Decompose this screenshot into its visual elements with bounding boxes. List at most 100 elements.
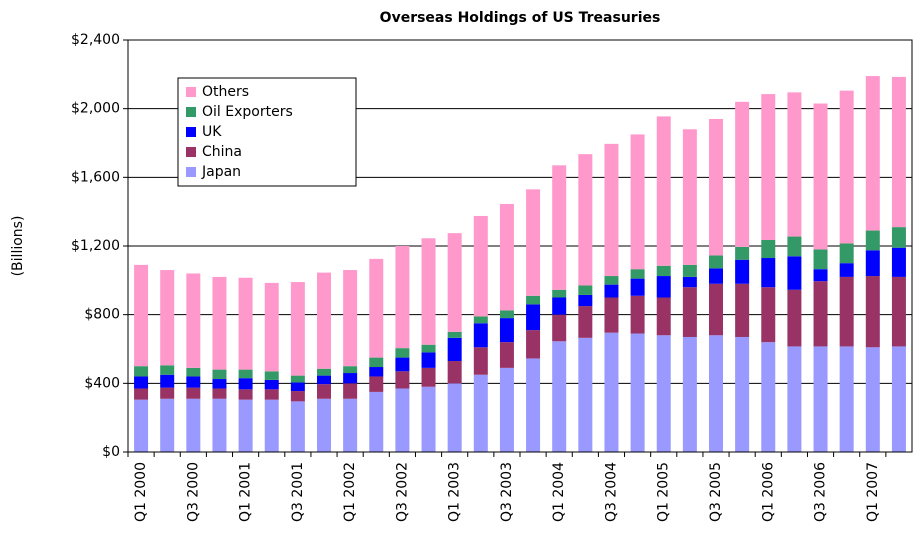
bar-segment xyxy=(813,269,828,282)
bar-segment xyxy=(473,316,488,324)
bar-segment xyxy=(212,388,227,399)
bar-segment xyxy=(761,287,776,343)
bar-segment xyxy=(735,336,750,452)
chart-title: Overseas Holdings of US Treasuries xyxy=(380,10,661,26)
bar-segment xyxy=(343,366,358,374)
bar-segment xyxy=(186,376,201,388)
x-tick-label: Q3 2002 xyxy=(394,462,410,522)
bar-segment xyxy=(160,387,175,399)
bar-segment xyxy=(682,129,697,265)
bar-segment xyxy=(395,357,410,372)
bar-segment xyxy=(839,90,854,244)
bar-segment xyxy=(369,367,384,377)
bar-segment xyxy=(317,272,331,369)
bar-segment xyxy=(604,332,619,452)
bar-segment xyxy=(682,276,697,288)
bar-segment xyxy=(473,374,488,452)
bar-segment xyxy=(761,258,776,288)
bar-segment xyxy=(134,376,149,389)
bar-segment xyxy=(264,389,279,400)
legend-swatch xyxy=(186,147,196,157)
bar-segment xyxy=(343,270,358,367)
bar-segment xyxy=(238,389,253,400)
x-tick-label: Q1 2000 xyxy=(133,462,149,522)
bar-segment xyxy=(526,358,541,452)
bar-segment xyxy=(656,276,671,298)
bar-segment xyxy=(656,265,671,277)
bar-segment xyxy=(343,373,358,384)
bar-segment xyxy=(761,239,776,259)
legend-label: Oil Exporters xyxy=(202,104,293,120)
bar-segment xyxy=(212,398,227,452)
legend-swatch xyxy=(186,107,196,117)
bar-segment xyxy=(656,335,671,452)
bar-segment xyxy=(865,347,880,452)
bar-segment xyxy=(787,92,802,237)
bar-segment xyxy=(264,282,279,372)
bar-segment xyxy=(813,249,828,270)
bar-segment xyxy=(578,294,593,307)
bar-segment xyxy=(813,281,828,347)
legend-label: China xyxy=(202,144,242,160)
bar-segment xyxy=(473,323,488,348)
bar-segment xyxy=(160,374,175,388)
bar-segment xyxy=(865,230,880,251)
bar-segment xyxy=(238,369,253,379)
bar-segment xyxy=(421,344,436,353)
bar-segment xyxy=(499,310,514,319)
bar-segment xyxy=(891,346,906,452)
bar-segment xyxy=(395,388,410,452)
bar-segment xyxy=(526,189,541,296)
bar-segment xyxy=(813,103,828,250)
bar-segment xyxy=(134,399,149,452)
bar-segment xyxy=(735,259,750,284)
bar-segment xyxy=(369,391,384,452)
bar-segment xyxy=(682,287,697,337)
bar-segment xyxy=(499,318,514,343)
bar-segment xyxy=(499,367,514,452)
bar-segment xyxy=(578,337,593,452)
bar-segment xyxy=(891,76,906,228)
bar-segment xyxy=(447,383,462,452)
x-tick-label: Q1 2006 xyxy=(760,462,776,522)
bar-segment xyxy=(160,398,175,452)
bar-segment xyxy=(604,276,619,285)
bar-segment xyxy=(421,352,436,368)
bar-segment xyxy=(369,376,384,392)
bar-segment xyxy=(839,346,854,452)
bar-segment xyxy=(578,306,593,338)
bar-segment xyxy=(499,342,514,368)
bar-segment xyxy=(891,247,906,277)
bar-segment xyxy=(526,295,541,305)
y-tick-label: $2,400 xyxy=(71,32,120,48)
bar-segment xyxy=(447,361,462,384)
bar-segment xyxy=(317,398,331,452)
x-tick-label: Q3 2004 xyxy=(603,462,619,522)
bar-segment xyxy=(813,346,828,452)
legend-label: Others xyxy=(202,84,249,100)
bar-segment xyxy=(264,399,279,452)
bar-segment xyxy=(578,285,593,295)
x-tick-label: Q1 2003 xyxy=(447,462,463,522)
bar-segment xyxy=(552,341,567,452)
bar-segment xyxy=(604,297,619,333)
bar-segment xyxy=(630,278,645,296)
bar-segment xyxy=(656,297,671,336)
bar-segment xyxy=(761,342,776,452)
x-tick-label: Q3 2001 xyxy=(290,462,306,522)
y-tick-label: $2,000 xyxy=(71,101,120,117)
y-tick-label: $0 xyxy=(102,444,120,460)
y-axis-label: (Billions) xyxy=(10,216,26,277)
bar-segment xyxy=(709,283,723,336)
legend-swatch xyxy=(186,167,196,177)
bar-segment xyxy=(447,233,462,332)
x-tick-label: Q1 2007 xyxy=(865,462,881,522)
bar-segment xyxy=(421,367,436,387)
x-tick-label: Q3 2000 xyxy=(185,462,201,522)
bar-segment xyxy=(578,154,593,286)
bar-segment xyxy=(134,264,149,367)
bar-segment xyxy=(682,264,697,277)
bar-segment xyxy=(343,383,358,399)
bar-segment xyxy=(682,336,697,452)
